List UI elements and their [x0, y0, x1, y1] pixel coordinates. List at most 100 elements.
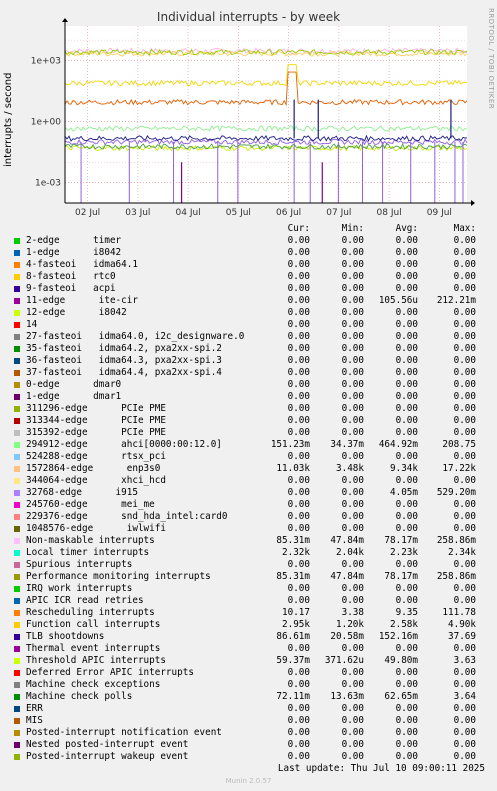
legend-min: 3.38 [341, 607, 364, 618]
legend-swatch [14, 382, 20, 388]
legend-swatch [14, 730, 20, 736]
legend-avg: 0.00 [395, 427, 418, 438]
legend-swatch [14, 718, 20, 724]
legend-avg: 0.00 [395, 739, 418, 750]
legend-cur: 85.31m [276, 535, 310, 546]
legend-cur: 0.00 [287, 595, 310, 606]
legend-avg: 0.00 [395, 391, 418, 402]
legend-row: 36-fasteoi idma64.3, pxa2xx-spi.3 0.00 0.0… [0, 355, 497, 367]
legend-max: 0.00 [453, 343, 476, 354]
legend-name: Posted-interrupt notification event [26, 727, 222, 738]
legend-min: 34.37m [330, 439, 364, 450]
legend-max: 0.00 [453, 751, 476, 762]
legend-header: Cur: Min: Avg: Max: [0, 223, 497, 235]
legend-row: Machine check exceptions 0.00 0.00 0.00 0.00 [0, 679, 497, 691]
legend-max: 17.22k [442, 463, 476, 474]
legend-swatch [14, 370, 20, 376]
legend-cur: 0.00 [287, 295, 310, 306]
series-line [64, 48, 468, 56]
legend-swatch [14, 646, 20, 652]
legend-cur: 0.00 [287, 559, 310, 570]
legend-swatch [14, 682, 20, 688]
legend-max: 0.00 [453, 319, 476, 330]
legend-swatch [14, 526, 20, 532]
y-tick-label: 1e-03 [35, 179, 61, 189]
legend-avg: 0.00 [395, 415, 418, 426]
legend-cur: 0.00 [287, 403, 310, 414]
legend-row: Rescheduling interrupts 10.17 3.38 9.35 111.… [0, 607, 497, 619]
legend-name: 14 [26, 319, 38, 330]
legend-row: 1-edge i8042 0.00 0.00 0.00 0.00 [0, 247, 497, 259]
legend-min: 0.00 [341, 235, 364, 246]
legend-min: 0.00 [341, 523, 364, 534]
legend-row: 1-edge dmar1 0.00 0.00 0.00 0.00 [0, 391, 497, 403]
series-line [64, 125, 468, 132]
legend-avg: 0.00 [395, 235, 418, 246]
legend-name: 524288-edge rtsx_pci [26, 451, 166, 462]
legend-cur: 0.00 [287, 667, 310, 678]
legend-max: 3.64 [453, 691, 476, 702]
legend-row: Function call interrupts 2.95k 1.20k 2.58k 4… [0, 619, 497, 631]
legend-swatch [14, 298, 20, 304]
legend-cur: 0.00 [287, 367, 310, 378]
legend-max: 3.63 [453, 655, 476, 666]
legend-swatch [14, 502, 20, 508]
legend-avg: 0.00 [395, 379, 418, 390]
legend-max: 0.00 [453, 391, 476, 402]
legend-row: 313344-edge PCIe PME 0.00 0.00 0.00 0.00 [0, 415, 497, 427]
legend-cur: 0.00 [287, 451, 310, 462]
legend-row: Threshold APIC interrupts 59.37m 371.62u 49… [0, 655, 497, 667]
legend-name: Machine check polls [26, 691, 133, 702]
legend-name: 1-edge i8042 [26, 247, 122, 258]
legend-avg: 4.05m [390, 487, 418, 498]
legend-row: 4-fasteoi idma64.1 0.00 0.00 0.00 0.00 [0, 259, 497, 271]
legend-max: 212.21m [436, 295, 476, 306]
legend-max: 529.20m [436, 487, 476, 498]
legend-name: ERR [26, 703, 43, 714]
legend-swatch [14, 706, 20, 712]
legend-max: 0.00 [453, 379, 476, 390]
munin-version: Munin 2.0.57 [225, 777, 272, 785]
legend-swatch [14, 538, 20, 544]
legend-max: 0.00 [453, 355, 476, 366]
legend-cur: 0.00 [287, 283, 310, 294]
legend-min: 0.00 [341, 679, 364, 690]
legend-swatch [14, 358, 20, 364]
x-tick-label: 04 Jul [176, 208, 201, 218]
legend-swatch [14, 418, 20, 424]
x-tick-label: 07 Jul [326, 208, 351, 218]
legend-swatch [14, 478, 20, 484]
legend-row: 1048576-edge iwlwifi 0.00 0.00 0.00 0.00 [0, 523, 497, 535]
legend-row: IRQ work interrupts 0.00 0.00 0.00 0.00 [0, 583, 497, 595]
chart-plot: 02 Jul 03 Jul 04 Jul 05 Jul 06 Jul 07 Jul 08 J… [31, 18, 475, 218]
legend-cur: 0.00 [287, 499, 310, 510]
legend-row: 311296-edge PCIe PME 0.00 0.00 0.00 0.00 [0, 403, 497, 415]
legend-avg: 0.00 [395, 403, 418, 414]
legend-min: 0.00 [341, 487, 364, 498]
legend-min: 0.00 [341, 283, 364, 294]
legend-avg: 78.17m [384, 535, 418, 546]
legend-swatch [14, 250, 20, 256]
legend-row: Nested posted-interrupt event 0.00 0.00 0.0… [0, 739, 497, 751]
legend-min: 0.00 [341, 307, 364, 318]
legend-name: Thermal event interrupts [26, 643, 161, 654]
series-line [64, 64, 468, 87]
legend-avg: 0.00 [395, 727, 418, 738]
legend-name: 1048576-edge iwlwifi [26, 523, 166, 534]
legend-swatch [14, 238, 20, 244]
legend-row: 229376-edge snd_hda_intel:card0 0.00 0.00 0… [0, 511, 497, 523]
legend-cur: 10.17 [282, 607, 310, 618]
legend-name: TLB shootdowns [26, 631, 105, 642]
legend-name: Machine check exceptions [26, 679, 161, 690]
legend-avg: 0.00 [395, 247, 418, 258]
legend-cur: 2.95k [282, 619, 310, 630]
legend-swatch [14, 430, 20, 436]
legend-swatch [14, 442, 20, 448]
legend-max: 0.00 [453, 235, 476, 246]
legend-min: 0.00 [341, 511, 364, 522]
legend-max: 208.75 [442, 439, 476, 450]
legend-name: Local timer interrupts [26, 547, 150, 558]
legend-name: Posted-interrupt wakeup event [26, 751, 189, 762]
legend-cur: 0.00 [287, 727, 310, 738]
legend-max: 2.34k [448, 547, 476, 558]
